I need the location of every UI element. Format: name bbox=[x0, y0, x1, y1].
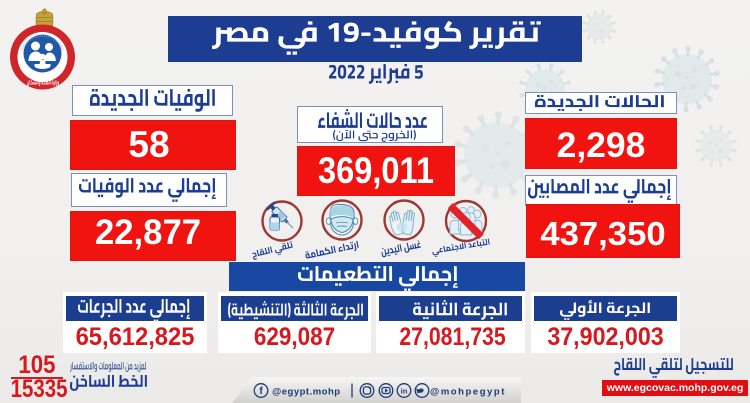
svg-text:@mohpegypt: @mohpegypt bbox=[430, 386, 506, 397]
svg-text:f: f bbox=[259, 386, 263, 397]
svg-text:@egypt.mohp: @egypt.mohp bbox=[272, 386, 341, 397]
svg-text:in: in bbox=[401, 386, 408, 395]
